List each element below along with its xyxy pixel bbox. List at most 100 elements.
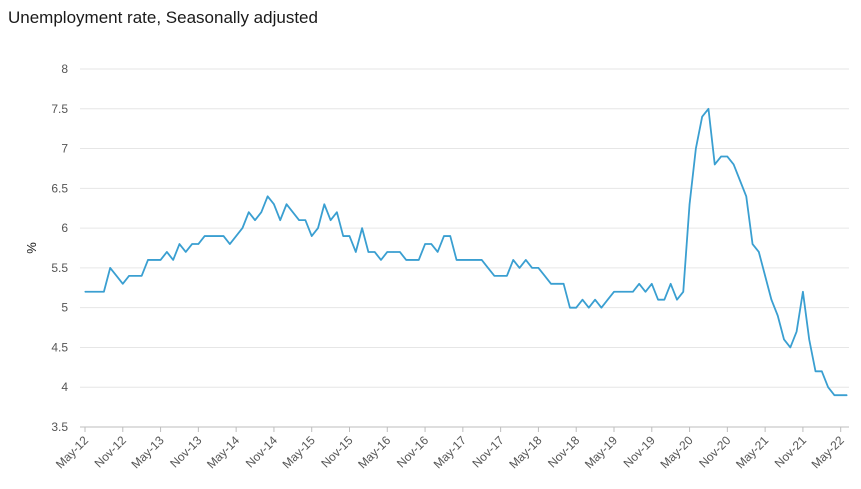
data-point: [846, 394, 848, 396]
series-line: [85, 107, 847, 397]
data-point: [273, 203, 275, 205]
data-point: [625, 291, 628, 293]
data-point: [783, 338, 785, 341]
data-point: [594, 299, 596, 301]
data-point: [405, 259, 407, 261]
y-tick-label: 5: [61, 301, 68, 315]
data-point: [103, 291, 105, 293]
data-point: [833, 394, 836, 396]
data-point: [840, 394, 842, 396]
data-point: [235, 235, 237, 237]
data-point: [418, 259, 420, 261]
data-point: [739, 179, 741, 181]
data-point: [392, 251, 395, 253]
data-point: [569, 307, 571, 309]
data-point: [342, 235, 344, 237]
data-point: [670, 283, 672, 285]
x-tick-label: May-22: [809, 433, 847, 471]
x-tick-label: Nov-13: [167, 433, 204, 470]
data-points: [84, 108, 848, 396]
data-point: [487, 267, 489, 269]
data-point: [197, 243, 199, 245]
data-point: [411, 259, 414, 261]
data-point: [544, 275, 546, 277]
data-point: [474, 259, 477, 261]
data-point: [267, 195, 269, 197]
data-point: [663, 299, 665, 301]
chart-title: Unemployment rate, Seasonally adjusted: [8, 8, 318, 27]
data-point: [619, 291, 621, 293]
data-point: [443, 235, 445, 237]
data-point: [386, 251, 388, 253]
data-point: [292, 211, 294, 213]
data-point: [638, 283, 640, 285]
data-point: [827, 386, 829, 388]
y-tick-label: 5.5: [51, 261, 68, 275]
x-tick-label: May-18: [506, 433, 544, 471]
y-axis-ticks: 3.5 4 4.5 5 5.5 6 6.5 7 7.5 8: [51, 62, 68, 434]
data-point: [285, 203, 288, 205]
data-point: [159, 259, 162, 261]
data-point: [367, 251, 369, 253]
x-axis-ticks: May-12 Nov-12 May-13 Nov-13 May-14 Nov-14 May-…: [53, 427, 847, 471]
y-tick-label: 7.5: [51, 102, 68, 116]
data-point: [455, 259, 458, 261]
data-point: [172, 259, 174, 261]
y-tick-label: 7: [61, 142, 68, 156]
data-point: [260, 211, 262, 213]
x-tick-label: Nov-20: [696, 433, 733, 470]
data-point: [707, 108, 710, 110]
data-point: [651, 283, 653, 285]
data-point: [600, 307, 602, 309]
data-point: [254, 219, 256, 221]
y-tick-label: 6: [61, 221, 68, 235]
data-point: [336, 211, 338, 213]
data-point: [525, 259, 527, 261]
data-point: [518, 267, 521, 269]
data-point: [613, 291, 615, 293]
data-point: [109, 267, 111, 269]
gridlines: [80, 68, 849, 428]
data-point: [821, 370, 823, 372]
y-tick-label: 8: [61, 62, 68, 76]
data-point: [355, 251, 357, 253]
data-point: [178, 243, 181, 245]
data-point: [122, 283, 124, 285]
data-point: [185, 251, 187, 253]
data-point: [311, 235, 313, 237]
data-point: [330, 219, 332, 221]
data-point: [279, 219, 281, 221]
data-point: [430, 243, 432, 245]
data-point: [632, 291, 634, 293]
data-point: [588, 307, 590, 309]
data-point: [191, 243, 193, 245]
data-point: [688, 203, 691, 205]
data-point: [317, 227, 319, 229]
data-point: [304, 219, 307, 221]
data-point: [777, 315, 779, 317]
data-point: [216, 235, 218, 237]
data-point: [115, 275, 118, 277]
data-point: [657, 299, 659, 301]
data-point: [298, 219, 300, 221]
data-point: [84, 291, 86, 293]
data-point: [758, 251, 760, 253]
y-tick-label: 4.5: [51, 340, 68, 354]
data-point: [437, 251, 439, 253]
data-point: [814, 370, 817, 372]
data-point: [210, 235, 212, 237]
data-point: [128, 275, 130, 277]
data-point: [96, 291, 99, 293]
y-tick-label: 6.5: [51, 181, 68, 195]
x-tick-label: Nov-19: [621, 433, 658, 470]
y-tick-label: 4: [61, 380, 68, 394]
data-point: [424, 243, 426, 245]
data-point: [607, 299, 609, 301]
x-tick-label: May-14: [204, 433, 242, 471]
y-tick-label: 3.5: [51, 420, 68, 434]
data-point: [682, 291, 684, 293]
data-point: [147, 259, 149, 261]
data-point: [745, 195, 747, 197]
x-tick-label: Nov-15: [318, 433, 355, 470]
x-tick-label: May-15: [280, 433, 318, 471]
